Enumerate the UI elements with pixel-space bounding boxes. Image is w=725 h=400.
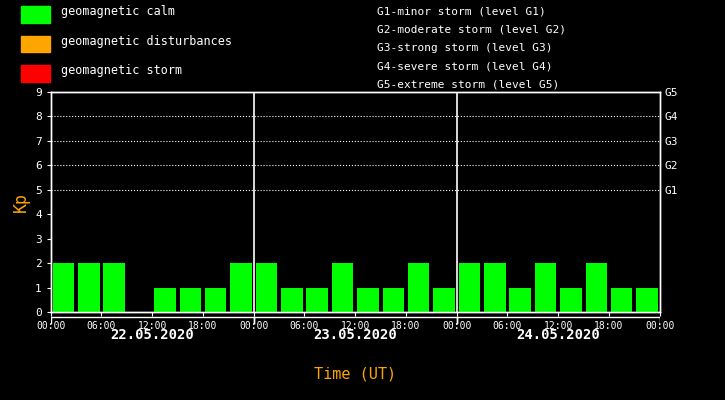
Text: G1-minor storm (level G1): G1-minor storm (level G1) (377, 6, 545, 16)
Bar (535, 263, 556, 312)
Bar (510, 288, 531, 312)
Bar (53, 263, 74, 312)
Bar (560, 288, 581, 312)
FancyBboxPatch shape (22, 6, 50, 23)
Bar (332, 263, 353, 312)
Text: geomagnetic storm: geomagnetic storm (60, 64, 182, 77)
Text: G5-extreme storm (level G5): G5-extreme storm (level G5) (377, 80, 559, 90)
Bar (281, 288, 302, 312)
Bar (256, 263, 277, 312)
Text: geomagnetic calm: geomagnetic calm (60, 6, 175, 18)
Bar (383, 288, 404, 312)
Text: G2-moderate storm (level G2): G2-moderate storm (level G2) (377, 24, 566, 34)
Bar (104, 263, 125, 312)
Text: geomagnetic disturbances: geomagnetic disturbances (60, 35, 231, 48)
Bar (205, 288, 226, 312)
Bar (484, 263, 505, 312)
Bar (586, 263, 607, 312)
Y-axis label: Kp: Kp (12, 192, 30, 212)
Bar (78, 263, 99, 312)
Bar (231, 263, 252, 312)
Bar (357, 288, 378, 312)
Text: Time (UT): Time (UT) (314, 366, 397, 382)
Text: G3-strong storm (level G3): G3-strong storm (level G3) (377, 43, 552, 53)
Bar (408, 263, 429, 312)
Text: 23.05.2020: 23.05.2020 (313, 328, 397, 342)
Bar (307, 288, 328, 312)
Bar (180, 288, 201, 312)
FancyBboxPatch shape (22, 36, 50, 52)
Text: 24.05.2020: 24.05.2020 (516, 328, 600, 342)
Bar (611, 288, 632, 312)
Text: 22.05.2020: 22.05.2020 (110, 328, 194, 342)
Bar (154, 288, 175, 312)
Bar (459, 263, 480, 312)
Text: G4-severe storm (level G4): G4-severe storm (level G4) (377, 61, 552, 71)
Bar (637, 288, 658, 312)
Bar (434, 288, 455, 312)
FancyBboxPatch shape (22, 65, 50, 82)
